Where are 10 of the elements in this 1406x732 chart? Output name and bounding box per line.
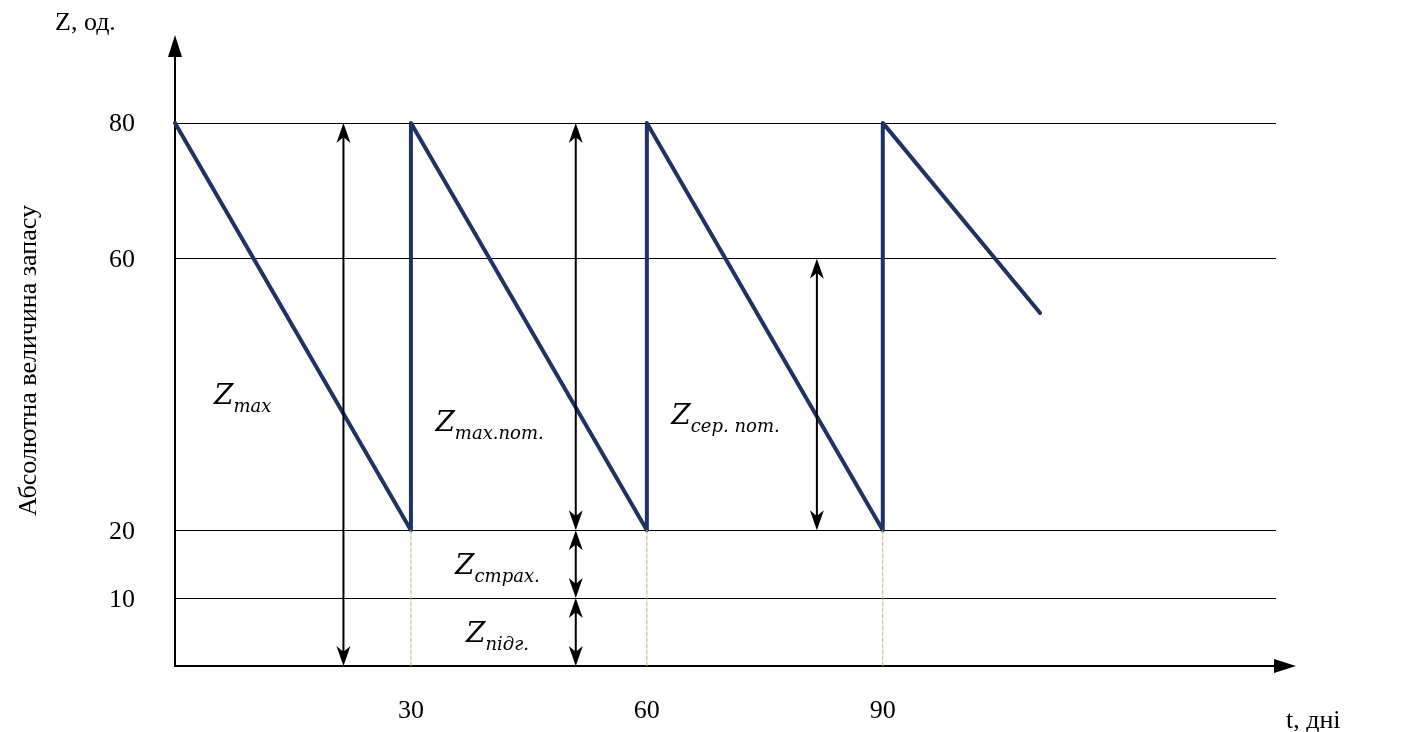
y-axis-title: Абсолютна величина запасу: [12, 205, 42, 516]
x-axis-title: t, дні: [1286, 704, 1341, 732]
x-tick-label: 90: [869, 694, 896, 724]
x-tick-label: 30: [397, 694, 424, 724]
y-tick-label: 10: [109, 583, 135, 613]
text: Z, од.: [55, 6, 116, 36]
y-tick-label: 60: [109, 244, 135, 274]
x-tick-label: 60: [633, 694, 660, 724]
y-tick-label: 20: [109, 515, 135, 545]
y-tick-label: 80: [109, 108, 135, 138]
